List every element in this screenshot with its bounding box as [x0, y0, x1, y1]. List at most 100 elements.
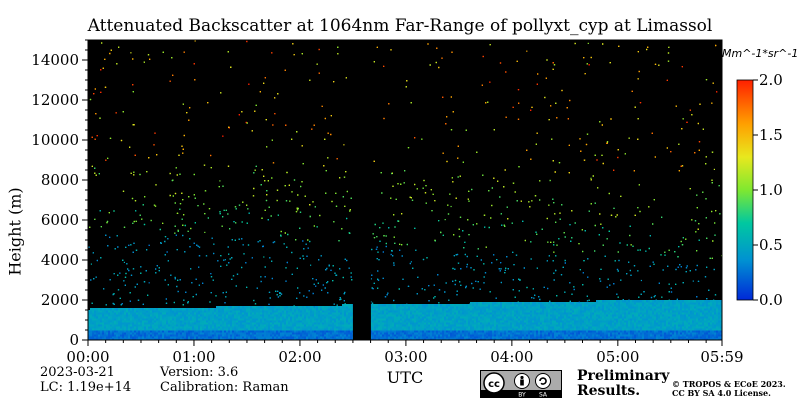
heat-cell	[260, 328, 262, 331]
heat-cell	[290, 322, 292, 325]
heat-cell	[584, 330, 586, 333]
heat-cell	[172, 314, 174, 317]
heat-cell	[610, 322, 612, 325]
heat-cell	[528, 332, 530, 335]
heat-cell	[564, 338, 566, 341]
heat-cell	[604, 318, 606, 321]
heat-cell	[446, 304, 448, 307]
heat-cell	[544, 334, 546, 337]
heat-cell	[312, 308, 314, 311]
heat-cell	[290, 314, 292, 317]
heat-cell	[388, 318, 390, 321]
heat-cell	[240, 336, 242, 339]
heat-cell	[482, 310, 484, 313]
heat-cell	[128, 312, 130, 315]
heat-cell	[576, 330, 578, 333]
heat-cell	[392, 330, 394, 333]
heat-cell	[392, 338, 394, 341]
heat-cell	[630, 334, 632, 337]
heat-cell	[570, 314, 572, 317]
heat-cell	[300, 310, 302, 313]
heat-cell	[170, 336, 172, 339]
heat-cell	[388, 334, 390, 337]
heat-cell	[252, 316, 254, 319]
heat-cell	[324, 312, 326, 315]
heat-cell	[138, 322, 140, 325]
heat-cell	[154, 308, 156, 311]
heat-cell	[138, 328, 140, 331]
heat-cell	[152, 324, 154, 327]
heat-cell	[110, 324, 112, 327]
heat-cell	[186, 322, 188, 325]
heat-cell	[318, 318, 320, 321]
heat-cell	[314, 310, 316, 313]
heat-cell	[400, 322, 402, 325]
heat-cell	[618, 330, 620, 333]
heat-cell	[412, 322, 414, 325]
heat-cell	[372, 324, 374, 327]
heat-cell	[516, 318, 518, 321]
heat-cell	[470, 326, 472, 329]
heat-cell	[314, 322, 316, 325]
heat-cell	[158, 314, 160, 317]
heat-cell	[226, 316, 228, 319]
heat-cell	[464, 336, 466, 339]
heat-cell	[584, 308, 586, 311]
heat-cell	[376, 324, 378, 327]
heat-cell	[646, 332, 648, 335]
heat-cell	[516, 338, 518, 341]
heat-cell	[188, 320, 190, 323]
heat-cell	[326, 316, 328, 319]
heat-cell	[504, 338, 506, 341]
heat-cell	[270, 334, 272, 337]
heat-cell	[474, 314, 476, 317]
heat-cell	[450, 308, 452, 311]
heat-cell	[96, 338, 98, 341]
heat-cell	[88, 322, 90, 325]
heat-cell	[536, 316, 538, 319]
heat-cell	[304, 324, 306, 327]
heat-cell	[596, 312, 598, 315]
heat-cell	[198, 312, 200, 315]
heat-cell	[202, 316, 204, 319]
heat-cell	[568, 302, 570, 305]
heat-cell	[570, 330, 572, 333]
heat-cell	[632, 314, 634, 317]
heat-cell	[110, 318, 112, 321]
heat-cell	[558, 326, 560, 329]
heat-cell	[574, 322, 576, 325]
heat-cell	[120, 312, 122, 315]
heat-cell	[326, 328, 328, 331]
heat-cell	[628, 306, 630, 309]
heat-cell	[340, 314, 342, 317]
heat-cell	[558, 324, 560, 327]
heat-cell	[504, 332, 506, 335]
heat-cell	[204, 320, 206, 323]
heat-cell	[622, 310, 624, 313]
heat-cell	[152, 334, 154, 337]
heat-cell	[320, 330, 322, 333]
heat-cell	[212, 314, 214, 317]
heat-cell	[414, 324, 416, 327]
heat-cell	[480, 316, 482, 319]
heat-cell	[180, 328, 182, 331]
heat-cell	[426, 338, 428, 341]
heat-cell	[474, 330, 476, 333]
heat-cell	[182, 326, 184, 329]
heat-cell	[584, 302, 586, 305]
heat-cell	[290, 326, 292, 329]
heat-cell	[644, 312, 646, 315]
heat-cell	[534, 310, 536, 313]
heat-cell	[348, 328, 350, 331]
heat-cell	[320, 314, 322, 317]
heat-cell	[166, 308, 168, 311]
heat-cell	[282, 330, 284, 333]
heat-cell	[284, 326, 286, 329]
heat-cell	[398, 320, 400, 323]
heat-cell	[314, 328, 316, 331]
heat-cell	[406, 332, 408, 335]
heat-cell	[174, 314, 176, 317]
heat-cell	[244, 314, 246, 317]
heat-cell	[426, 306, 428, 309]
heat-cell	[174, 326, 176, 329]
